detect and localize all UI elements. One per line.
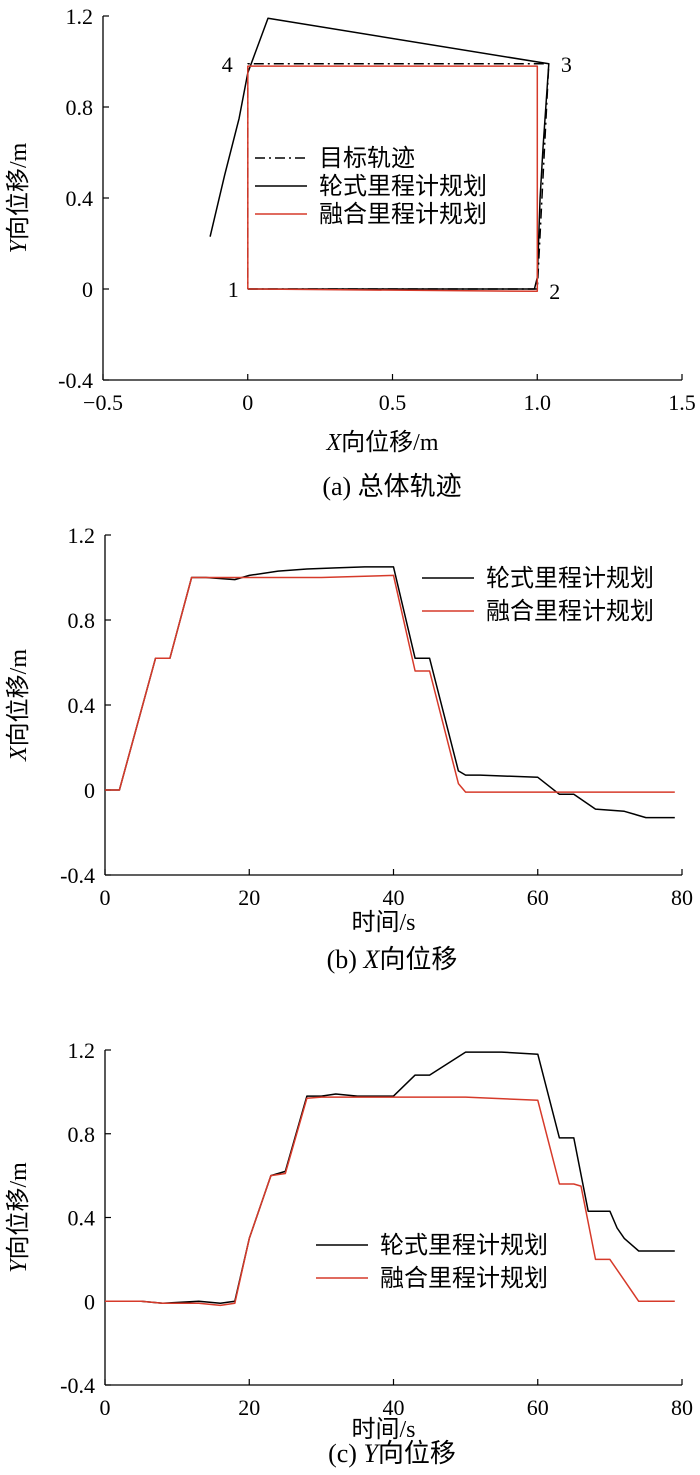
- panel-caption: (a) 总体轨迹: [322, 472, 461, 501]
- x-tick-label: 20: [238, 1395, 260, 1420]
- x-tick-label: 0: [242, 390, 253, 415]
- legend-entry: 轮式里程计规划: [380, 1232, 548, 1259]
- corner-label-4: 4: [222, 52, 233, 77]
- x-axis-label: X向位移/m: [325, 429, 438, 456]
- series-line-2: [105, 1096, 675, 1307]
- series-line-2: [105, 574, 675, 793]
- x-tick-label: 0: [100, 885, 111, 910]
- x-axis-label: 时间/s: [351, 909, 415, 936]
- corner-label-2: 2: [549, 279, 560, 304]
- legend-entry: 融合里程计规划: [319, 201, 487, 228]
- corner-label-1: 1: [228, 277, 239, 302]
- panel-caption: (b) X向位移: [327, 945, 458, 974]
- legend-entry: 融合里程计规划: [380, 1265, 548, 1292]
- y-tick-label: 0: [82, 277, 93, 302]
- y-tick-label: 0: [84, 1289, 95, 1314]
- y-tick-label: 0.4: [68, 693, 96, 718]
- y-axis-label: Y向位移/m: [5, 1162, 32, 1273]
- y-tick-label: 1.2: [68, 523, 96, 548]
- legend-entry: 轮式里程计规划: [486, 565, 654, 592]
- series-line-2: [209, 17, 550, 290]
- y-tick-label: 0.8: [68, 608, 96, 633]
- y-tick-label: 0: [84, 778, 95, 803]
- legend-entry: 融合里程计规划: [486, 598, 654, 625]
- x-tick-label: 0: [100, 1395, 111, 1420]
- y-axis-label: Y向位移/m: [5, 142, 32, 253]
- chart-panel-3: 0 20 40 60 80-0.400.40.81.2轮式里程计规划融合里程计规划时间/…: [5, 1038, 693, 1468]
- chart-panel-1: −0.5 0 0.5 1.0 1.5 -0.4 0 0.4 0.8 1.2 1 2 3 4 目标轨迹轮式里程…: [5, 4, 696, 501]
- corner-label-3: 3: [561, 52, 572, 77]
- legend-entry: 轮式里程计规划: [319, 173, 487, 200]
- x-axis-label: 时间/s: [351, 1416, 415, 1443]
- y-tick-label: 1.2: [68, 1038, 96, 1063]
- x-tick-label: 80: [671, 885, 693, 910]
- y-tick-label: 0.4: [68, 1206, 96, 1231]
- panel-caption: (c) Y向位移: [328, 1439, 456, 1468]
- x-tick-label: 60: [527, 1395, 549, 1420]
- x-tick-label: 1.0: [524, 390, 552, 415]
- x-tick-label: 20: [238, 885, 260, 910]
- x-tick-label: 1.5: [668, 390, 696, 415]
- y-tick-label: 0.8: [66, 95, 94, 120]
- y-tick-label: -0.4: [60, 1373, 95, 1398]
- y-tick-label: -0.4: [60, 863, 95, 888]
- x-tick-label: −0.5: [83, 390, 123, 415]
- y-tick-label: 0.8: [68, 1122, 96, 1147]
- x-tick-label: 80: [671, 1395, 693, 1420]
- legend-entry: 目标轨迹: [319, 145, 415, 172]
- x-tick-label: 40: [383, 1395, 405, 1420]
- series-line-3: [247, 65, 539, 293]
- x-tick-label: 0.5: [379, 390, 407, 415]
- series-line-1: [105, 1051, 675, 1305]
- y-tick-label: 1.2: [66, 4, 94, 29]
- y-tick-label: -0.4: [58, 368, 93, 393]
- x-tick-label: 40: [383, 885, 405, 910]
- y-axis-label: X向位移/m: [5, 649, 32, 762]
- chart-panel-2: 0 20 40 60 80-0.400.40.81.2轮式里程计规划融合里程计规划时间/…: [5, 523, 693, 974]
- x-tick-label: 60: [527, 885, 549, 910]
- y-tick-label: 0.4: [66, 186, 94, 211]
